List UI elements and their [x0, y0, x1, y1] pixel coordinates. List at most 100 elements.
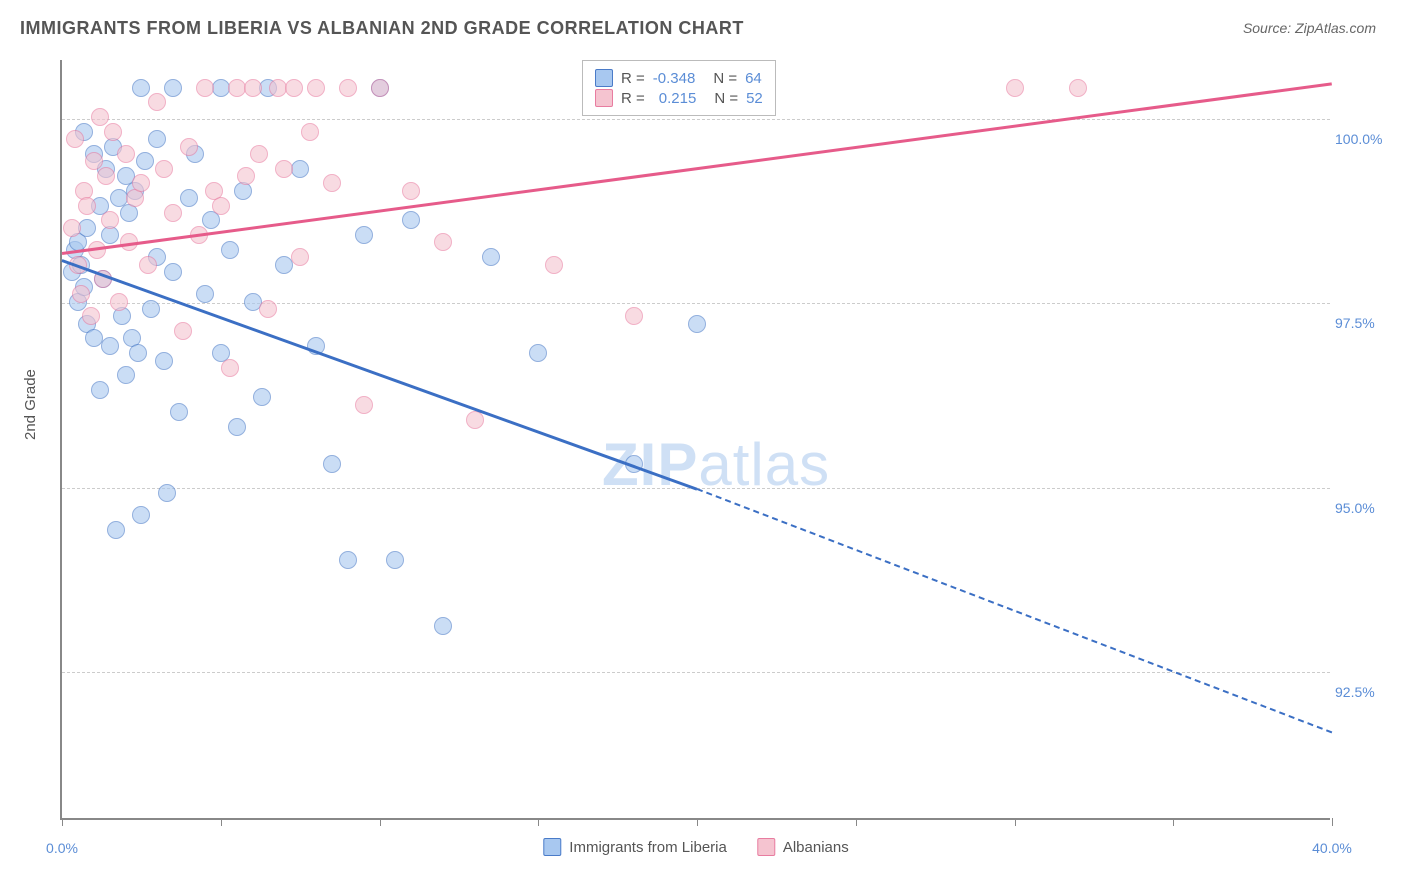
x-tick-label: 0.0% — [46, 840, 78, 856]
legend-label-albanians: Albanians — [783, 839, 849, 856]
scatter-point — [482, 248, 500, 266]
scatter-point — [688, 315, 706, 333]
scatter-point — [117, 145, 135, 163]
scatter-point — [301, 123, 319, 141]
x-tick — [221, 818, 222, 826]
scatter-point — [82, 307, 100, 325]
scatter-point — [1069, 79, 1087, 97]
y-axis-label: 2nd Grade — [22, 369, 39, 440]
x-axis-legend: Immigrants from Liberia Albanians — [543, 838, 848, 856]
scatter-point — [142, 300, 160, 318]
legend-pink-r: 0.215 — [659, 90, 697, 107]
legend-swatch-blue — [595, 69, 613, 87]
scatter-point — [132, 174, 150, 192]
legend-swatch-pink-icon — [757, 838, 775, 856]
scatter-point — [545, 256, 563, 274]
scatter-point — [170, 403, 188, 421]
scatter-point — [72, 285, 90, 303]
scatter-point — [339, 551, 357, 569]
scatter-point — [212, 197, 230, 215]
scatter-point — [164, 79, 182, 97]
scatter-point — [291, 248, 309, 266]
legend-label-liberia: Immigrants from Liberia — [569, 839, 727, 856]
scatter-point — [148, 130, 166, 148]
scatter-point — [180, 138, 198, 156]
scatter-point — [132, 506, 150, 524]
legend-n-label: N = — [714, 90, 738, 107]
scatter-point — [291, 160, 309, 178]
scatter-point — [63, 219, 81, 237]
scatter-point — [129, 344, 147, 362]
scatter-point — [434, 233, 452, 251]
x-tick — [538, 818, 539, 826]
legend-n-label: N = — [713, 70, 737, 87]
scatter-point — [78, 219, 96, 237]
legend-row-pink: R = 0.215 N = 52 — [595, 89, 763, 107]
x-tick — [856, 818, 857, 826]
scatter-point — [110, 293, 128, 311]
scatter-point — [228, 418, 246, 436]
scatter-point — [66, 130, 84, 148]
scatter-point — [237, 167, 255, 185]
scatter-point — [155, 160, 173, 178]
scatter-point — [91, 381, 109, 399]
scatter-point — [253, 388, 271, 406]
legend-blue-n: 64 — [745, 70, 762, 87]
trend-line — [62, 259, 698, 490]
trend-line-dashed — [697, 488, 1333, 733]
scatter-point — [155, 352, 173, 370]
scatter-point — [221, 359, 239, 377]
scatter-point — [402, 182, 420, 200]
y-tick-label: 95.0% — [1335, 500, 1395, 516]
scatter-point — [164, 263, 182, 281]
scatter-point — [78, 197, 96, 215]
x-tick — [62, 818, 63, 826]
legend-pink-n: 52 — [746, 90, 763, 107]
scatter-point — [244, 79, 262, 97]
scatter-point — [139, 256, 157, 274]
scatter-point — [371, 79, 389, 97]
scatter-point — [196, 285, 214, 303]
x-tick — [380, 818, 381, 826]
scatter-point — [259, 300, 277, 318]
scatter-point — [355, 226, 373, 244]
scatter-point — [402, 211, 420, 229]
scatter-point — [434, 617, 452, 635]
scatter-point — [174, 322, 192, 340]
x-tick-label: 40.0% — [1312, 840, 1352, 856]
scatter-point — [158, 484, 176, 502]
source-prefix: Source: — [1243, 20, 1295, 36]
correlation-legend: R = -0.348 N = 64 R = 0.215 N = 52 — [582, 60, 776, 116]
scatter-point — [180, 189, 198, 207]
scatter-point — [132, 79, 150, 97]
legend-item-albanians: Albanians — [757, 838, 849, 856]
scatter-point — [101, 211, 119, 229]
scatter-point — [386, 551, 404, 569]
y-tick-label: 100.0% — [1335, 131, 1395, 147]
scatter-point — [101, 337, 119, 355]
scatter-point — [117, 366, 135, 384]
scatter-point — [148, 93, 166, 111]
scatter-point — [91, 108, 109, 126]
scatter-point — [625, 307, 643, 325]
scatter-point — [97, 167, 115, 185]
scatter-point — [307, 79, 325, 97]
y-tick-label: 92.5% — [1335, 684, 1395, 700]
source-name: ZipAtlas.com — [1295, 20, 1376, 36]
legend-swatch-blue-icon — [543, 838, 561, 856]
y-tick-label: 97.5% — [1335, 315, 1395, 331]
scatter-point — [250, 145, 268, 163]
scatter-point — [339, 79, 357, 97]
scatter-point — [136, 152, 154, 170]
legend-r-label: R = — [621, 90, 645, 107]
scatter-point — [323, 455, 341, 473]
scatter-point — [466, 411, 484, 429]
scatter-point — [285, 79, 303, 97]
x-tick — [697, 818, 698, 826]
scatter-point — [107, 521, 125, 539]
scatter-point — [164, 204, 182, 222]
x-tick — [1332, 818, 1333, 826]
scatter-point — [355, 396, 373, 414]
scatter-point — [85, 152, 103, 170]
legend-r-label: R = — [621, 70, 645, 87]
